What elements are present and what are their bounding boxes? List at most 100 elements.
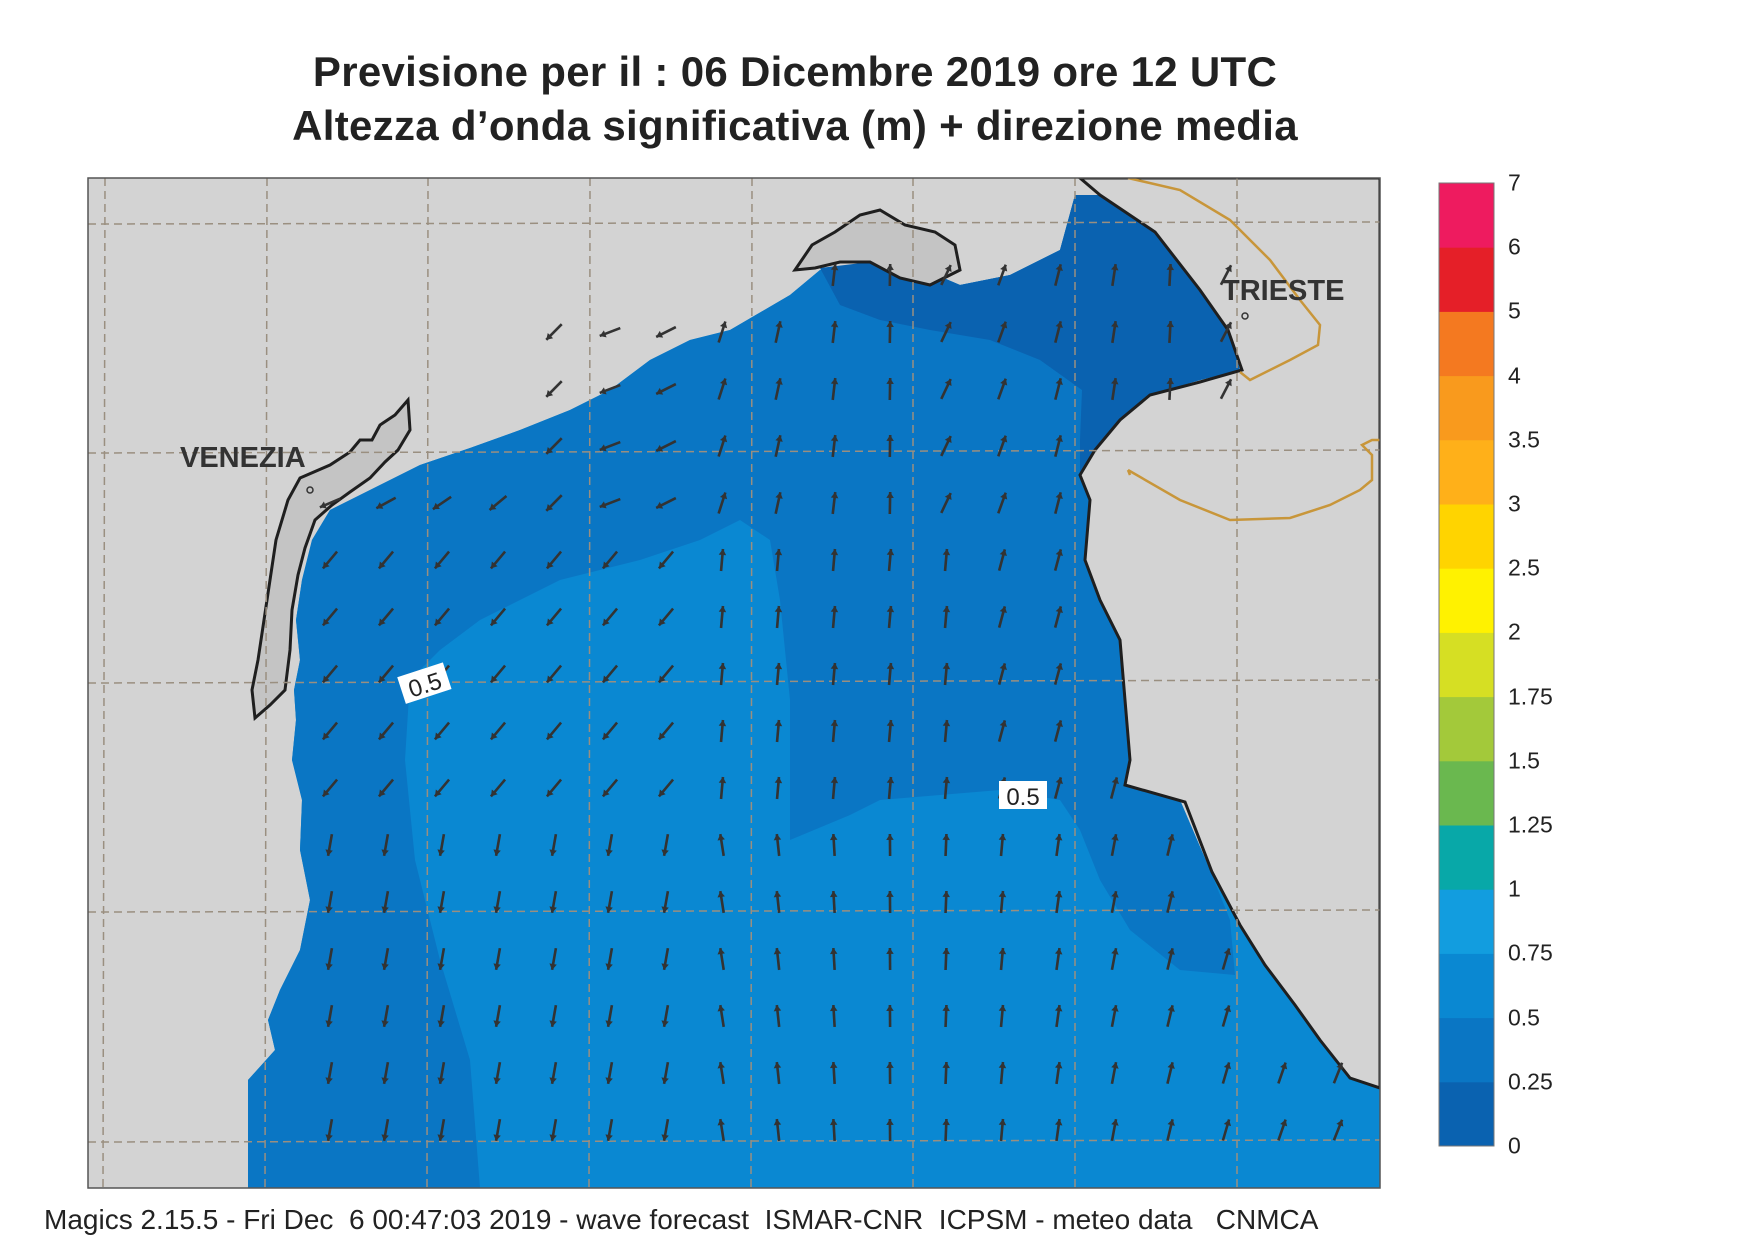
wave-arrow-head: [829, 1005, 838, 1012]
wave-arrow-head: [942, 891, 950, 898]
wave-arrow-head: [602, 618, 610, 626]
wave-arrow-head: [1167, 948, 1175, 955]
legend-label: 4: [1508, 362, 1521, 389]
legend-swatch: [1439, 1017, 1494, 1083]
legend-label: 6: [1508, 233, 1521, 260]
wave-arrow-head: [546, 789, 554, 797]
wave-arrow-head: [942, 948, 950, 955]
legend-label: 1.75: [1508, 683, 1553, 710]
wave-arrow-head: [830, 549, 839, 556]
wave-arrow-head: [1167, 891, 1175, 898]
wave-arrow-head: [773, 834, 782, 841]
wave-arrow-head: [830, 378, 839, 385]
wave-arrow-head: [325, 1020, 333, 1027]
wave-arrow-head: [944, 322, 952, 330]
legend-colorbar: [1439, 183, 1494, 1147]
legend-label: 7: [1508, 169, 1521, 196]
wave-arrow-head: [1166, 321, 1175, 328]
wave-arrow-head: [378, 675, 386, 683]
wave-arrow-head: [381, 849, 389, 856]
wave-arrow-head: [376, 502, 384, 509]
wave-arrow-head: [1223, 1119, 1232, 1127]
wave-arrow-head: [1055, 321, 1063, 328]
wave-arrow-head: [830, 321, 839, 328]
wave-arrow-head: [1054, 948, 1063, 955]
grado-marano-land: [791, 208, 962, 287]
legend-swatch: [1439, 953, 1494, 1019]
footer-credits: Magics 2.15.5 - Fri Dec 6 00:47:03 2019 …: [44, 1204, 1319, 1235]
wave-arrow-head: [886, 1062, 894, 1068]
wave-arrow-head: [999, 549, 1007, 557]
wave-arrow-head: [719, 378, 728, 386]
wave-arrow-head: [942, 720, 951, 727]
wave-arrow-head: [490, 561, 498, 569]
wave-arrow-head: [718, 777, 727, 784]
wave-arrow-head: [886, 891, 894, 897]
place-label-trieste: TRIESTE: [1222, 275, 1344, 307]
legend-label: 2.5: [1508, 554, 1540, 581]
wave-arrow-head: [942, 663, 951, 670]
wave-arrow-head: [1000, 264, 1008, 272]
wave-arrow-head: [1000, 435, 1008, 443]
wave-arrow-head: [886, 492, 894, 498]
wave-arrow-head: [1336, 1062, 1344, 1070]
legend-label: 2: [1508, 618, 1521, 645]
wave-arrow-head: [661, 963, 669, 970]
wave-arrow-head: [1054, 1062, 1063, 1069]
legend-swatch: [1439, 247, 1494, 312]
wave-arrow-head: [549, 849, 557, 856]
wave-arrow-head: [658, 618, 666, 626]
wave-arrow-head: [774, 777, 783, 784]
wave-arrow-head: [719, 435, 728, 443]
wave-arrow-head: [319, 501, 327, 509]
wave-arrow-head: [999, 663, 1007, 671]
title-line-2: Altezza d’onda significativa (m) + direz…: [292, 102, 1298, 149]
wave-arrow-head: [381, 1077, 389, 1084]
wave-arrow-head: [717, 891, 725, 898]
wave-arrow-head: [434, 732, 442, 740]
legend-swatch: [1439, 568, 1494, 633]
wave-arrow-head: [774, 549, 783, 556]
wave-arrow-head: [602, 732, 610, 740]
wave-arrow-head: [775, 435, 783, 442]
venezia-marker: [306, 486, 314, 494]
wave-arrow-head: [999, 720, 1007, 728]
wave-arrow-head: [774, 606, 783, 613]
wave-arrow-head: [829, 948, 838, 955]
national-border: [1126, 178, 1380, 522]
wave-arrow-head: [773, 1005, 782, 1012]
legend-label: 3.5: [1508, 426, 1540, 453]
wave-arrow-head: [1225, 322, 1232, 330]
wave-arrow-head: [886, 264, 894, 270]
wave-arrow-head: [1111, 264, 1119, 271]
wave-arrow-head: [944, 265, 952, 273]
graticule: [88, 178, 1380, 1188]
legend-swatch: [1439, 889, 1494, 954]
wave-arrow-head: [490, 675, 498, 683]
legend-swatch: [1439, 632, 1494, 698]
wave-arrow-head: [1167, 1062, 1175, 1069]
legend-swatch: [1439, 439, 1494, 505]
wave-arrow-head: [719, 492, 728, 500]
legend-label: 3: [1508, 490, 1521, 517]
wave-arrow-head: [549, 1020, 557, 1027]
wave-arrow-head: [886, 435, 894, 441]
wave-arrow-head: [381, 963, 389, 970]
wave-arrow-head: [999, 606, 1007, 614]
wave-arrow-head: [1166, 264, 1175, 271]
wave-arrow-head: [493, 906, 501, 913]
wave-arrow-head: [549, 963, 557, 970]
wave-arrow-head: [378, 561, 386, 569]
wave-arrow-head: [1055, 435, 1063, 442]
wave-arrow-head: [437, 963, 445, 970]
legend-label: 1.25: [1508, 811, 1553, 838]
wave-arrow-head: [886, 378, 894, 384]
wave-arrow-head: [942, 1119, 950, 1126]
wave-arrow-head: [325, 906, 333, 913]
wave-arrow-head: [1336, 1119, 1344, 1127]
wave-arrow-head: [1223, 948, 1232, 956]
wave-arrow-head: [656, 330, 664, 338]
wave-arrow-head: [1167, 1005, 1175, 1012]
wave-arrow-head: [773, 891, 782, 898]
legend-label: 1: [1508, 875, 1521, 902]
